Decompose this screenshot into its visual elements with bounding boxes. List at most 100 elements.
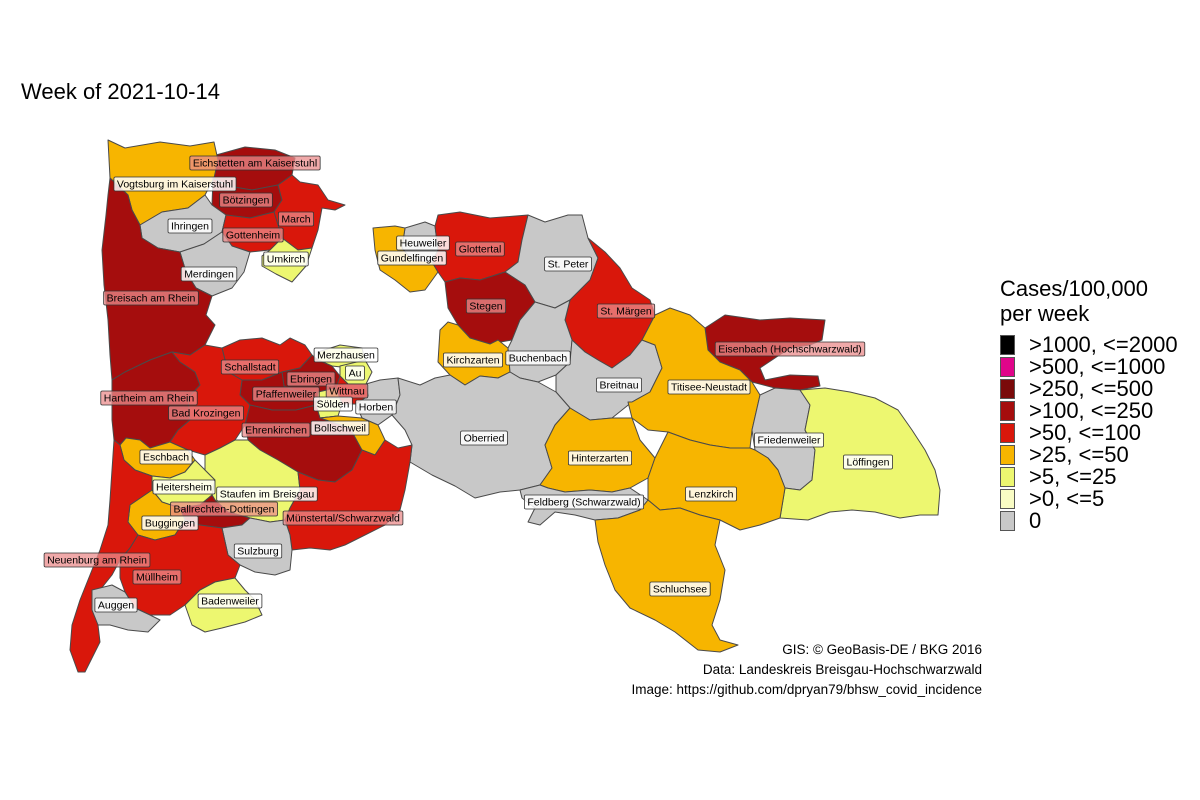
label-box: [455, 241, 505, 257]
label-text: Friedenweiler: [757, 435, 821, 447]
label-text: Glottertal: [459, 244, 502, 256]
label-box: [567, 450, 633, 466]
label-text: Feldberg (Schwarzwald): [527, 497, 640, 509]
legend-items: >1000, <=2000 >500, <=1000 >250, <=500 >100…: [1000, 332, 1178, 533]
label-wittnau: Wittnau: [325, 383, 369, 399]
label-b-tzingen: Bötzingen: [219, 192, 273, 208]
label-box: [596, 377, 642, 393]
legend-label: >500, <=1000: [1029, 354, 1166, 379]
label-merdingen: Merdingen: [180, 266, 238, 282]
legend-item: >5, <=25: [1000, 464, 1178, 489]
legend-title-line2: per week: [1000, 301, 1090, 326]
label-box: [241, 422, 311, 438]
label-breisach-am-rhein: Breisach am Rhein: [103, 290, 199, 306]
label-breitnau: Breitnau: [596, 377, 642, 393]
label-merzhausen: Merzhausen: [313, 347, 379, 363]
legend-swatch: [1000, 511, 1015, 531]
legend-swatch: [1000, 467, 1015, 487]
label-horben: Horben: [355, 399, 397, 415]
label-titisee-neustadt: Titisee-Neustadt: [667, 379, 751, 395]
legend-swatch: [1000, 445, 1015, 465]
label-eisenbach-hochschwarzwald: Eisenbach (Hochschwarzwald): [714, 341, 866, 357]
legend-title: Cases/100,000 per week: [1000, 276, 1178, 326]
label-bollschweil: Bollschweil: [310, 420, 370, 436]
region-l-ffingen: [779, 387, 941, 521]
legend-label: >0, <=5: [1029, 486, 1105, 511]
label-text: Staufen im Breisgau: [220, 489, 315, 501]
legend-swatch: [1000, 379, 1015, 399]
label-text: Wittnau: [329, 386, 365, 398]
label-vogtsburg-im-kaiserstuhl: Vogtsburg im Kaiserstuhl: [113, 176, 237, 192]
label-eschbach: Eschbach: [139, 449, 193, 465]
legend-label: >50, <=100: [1029, 420, 1141, 445]
label-box: [180, 266, 238, 282]
label-text: Löffingen: [846, 457, 889, 469]
credits: GIS: © GeoBasis-DE / BKG 2016 Data: Land…: [632, 640, 982, 700]
legend-item: >1000, <=2000: [1000, 332, 1178, 357]
legend-label: 0: [1029, 508, 1042, 533]
label-text: Eschbach: [143, 452, 189, 464]
label-schluchsee: Schluchsee: [649, 581, 711, 597]
label-box: [286, 371, 336, 387]
label-box: [167, 218, 213, 234]
label-box: [523, 494, 645, 510]
label-box: [667, 379, 751, 395]
label-box: [355, 399, 397, 415]
credit-image: Image: https://github.com/dpryan79/bhsw_…: [631, 682, 982, 697]
label-text: Badenweiler: [201, 596, 259, 608]
label-buchenbach: Buchenbach: [505, 350, 571, 366]
label-text: Ihringen: [171, 221, 209, 233]
label-m-llheim: Müllheim: [132, 569, 182, 585]
label-text: Umkirch: [267, 254, 306, 266]
label-box: [377, 250, 447, 266]
label-heitersheim: Heitersheim: [152, 479, 216, 495]
municipality-labels: Eichstetten am Kaiserstuhl Vogtsburg im K…: [43, 155, 893, 613]
label-box: [443, 352, 503, 368]
label-box: [505, 350, 571, 366]
label-text: Merzhausen: [317, 350, 375, 362]
label-auggen: Auggen: [94, 597, 138, 613]
legend-item: 0: [1000, 508, 1178, 533]
label-pfaffenweiler: Pfaffenweiler: [252, 386, 320, 402]
label-glottertal: Glottertal: [455, 241, 505, 257]
label-text: Ballrechten-Dottingen: [174, 504, 275, 516]
label-text: Eisenbach (Hochschwarzwald): [718, 344, 862, 356]
label-schallstadt: Schallstadt: [220, 359, 280, 375]
label-buggingen: Buggingen: [141, 515, 199, 531]
label-ballrechten-dottingen: Ballrechten-Dottingen: [170, 501, 278, 517]
label-box: [685, 486, 737, 502]
label-ehrenkirchen: Ehrenkirchen: [241, 422, 311, 438]
label-badenweiler: Badenweiler: [197, 593, 263, 609]
label-box: [139, 449, 193, 465]
legend-swatch: [1000, 335, 1015, 355]
label-text: Merdingen: [184, 269, 234, 281]
label-st-peter: St. Peter: [544, 256, 592, 272]
label-neuenburg-am-rhein: Neuenburg am Rhein: [43, 552, 151, 568]
label-text: Buggingen: [145, 518, 195, 530]
label-text: St. Peter: [548, 259, 589, 271]
label-box: [460, 430, 508, 446]
label-text: Auggen: [98, 600, 134, 612]
label-text: Gottenheim: [226, 230, 281, 242]
legend-item: >100, <=250: [1000, 398, 1178, 423]
label-text: Breitnau: [599, 380, 638, 392]
legend-label: >1000, <=2000: [1029, 332, 1178, 357]
label-text: Oberried: [464, 433, 505, 445]
label-m-nstertal-schwarzwald: Münstertal/Schwarzwald: [282, 510, 404, 526]
legend-label: >25, <=50: [1029, 442, 1129, 467]
label-march: March: [278, 211, 314, 227]
label-box: [313, 347, 379, 363]
label-heuweiler: Heuweiler: [396, 235, 450, 251]
label-feldberg-schwarzwald: Feldberg (Schwarzwald): [523, 494, 645, 510]
legend-item: >50, <=100: [1000, 420, 1178, 445]
label-text: Kirchzarten: [446, 355, 499, 367]
label-st-m-rgen: St. Märgen: [596, 303, 656, 319]
label-box: [282, 510, 404, 526]
label-lenzkirch: Lenzkirch: [685, 486, 737, 502]
label-box: [219, 192, 273, 208]
label-text: Bad Krozingen: [172, 408, 241, 420]
credit-data: Data: Landeskreis Breisgau-Hochschwarzwa…: [702, 662, 982, 677]
label-box: [43, 552, 151, 568]
label-box: [263, 251, 309, 267]
legend-label: >250, <=500: [1029, 376, 1154, 401]
